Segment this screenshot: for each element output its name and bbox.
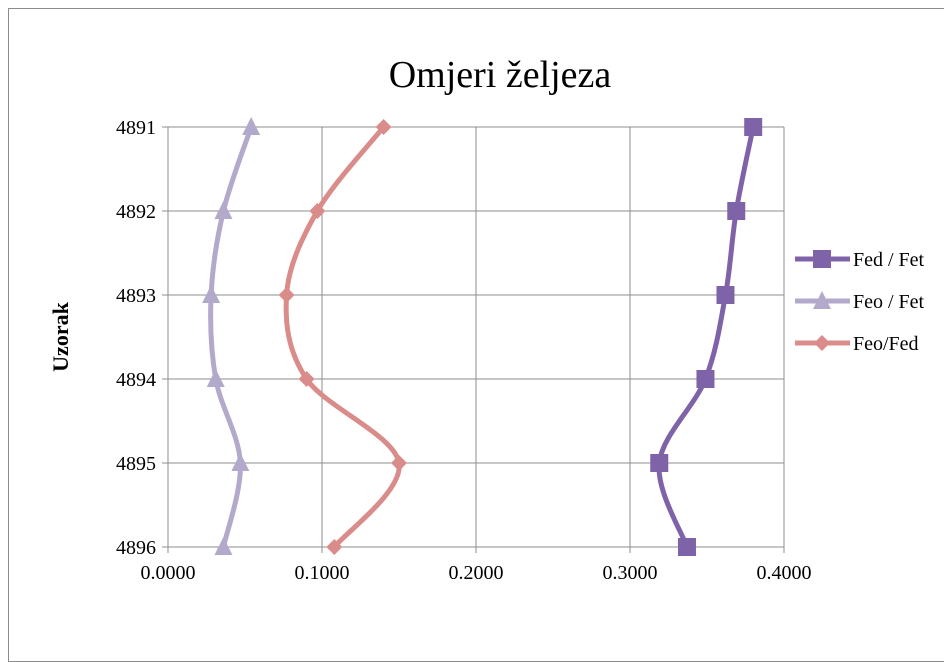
y-tick-label: 4896 — [116, 537, 156, 559]
data-point-square — [727, 202, 746, 220]
data-point-triangle — [202, 285, 221, 303]
axes — [162, 126, 785, 553]
x-tick-label: 0.3000 — [603, 562, 658, 584]
data-point-square — [716, 286, 735, 304]
x-tick-label: 0.4000 — [757, 562, 812, 584]
data-point-square — [696, 370, 715, 388]
data-point-diamond — [309, 203, 326, 219]
data-point-triangle — [214, 201, 233, 219]
series-line — [208, 124, 254, 550]
data-point-diamond — [326, 539, 343, 555]
legend: Fed / Fet Feo / Fet Feo/Fed — [795, 249, 925, 355]
data-point-square — [677, 538, 696, 556]
y-tick-label: 4894 — [116, 369, 156, 391]
series — [202, 117, 763, 556]
y-tick-label: 4891 — [116, 117, 156, 139]
data-point-diamond — [298, 371, 315, 387]
y-axis-label: Uzorak — [48, 301, 73, 371]
data-point-diamond — [391, 455, 407, 471]
legend-label: Fed / Fet — [853, 249, 925, 271]
data-point-triangle — [231, 453, 250, 471]
x-tick-label: 0.1000 — [295, 562, 350, 584]
x-tick-labels: 0.0000 0.1000 0.2000 0.3000 0.4000 — [141, 562, 812, 584]
legend-marker-diamond — [814, 335, 830, 351]
y-tick-label: 4893 — [116, 285, 156, 307]
data-point-triangle — [206, 369, 225, 387]
legend-marker-square — [813, 250, 831, 268]
x-tick-label: 0.2000 — [449, 562, 504, 584]
data-point-diamond — [375, 119, 392, 135]
y-tick-labels: 4891 4892 4893 4894 4895 4896 — [116, 117, 156, 559]
series-line — [656, 124, 756, 550]
data-point-triangle — [214, 537, 233, 555]
chart-title: Omjeri željeza — [389, 54, 612, 96]
legend-label: Feo / Fet — [853, 291, 925, 313]
y-tick-label: 4895 — [116, 453, 156, 475]
data-point-diamond — [278, 287, 295, 303]
x-tick-label: 0.0000 — [141, 562, 196, 584]
series-line — [283, 124, 402, 550]
legend-label: Feo/Fed — [853, 333, 919, 355]
data-point-square — [650, 454, 669, 472]
data-point-square — [744, 118, 763, 136]
data-point-triangle — [242, 117, 261, 135]
y-tick-label: 4892 — [116, 201, 156, 223]
chart: Omjeri željeza 0.0000 0.1000 0.2000 0.3000 0… — [48, 54, 925, 584]
grid-lines — [168, 126, 785, 547]
legend-marker-triangle — [813, 291, 831, 309]
